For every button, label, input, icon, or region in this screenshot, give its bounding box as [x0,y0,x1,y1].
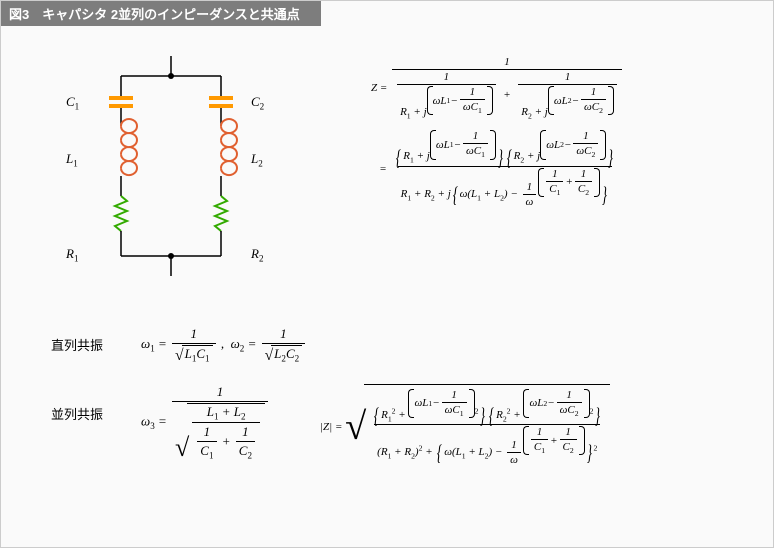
figure-title: 図3 キャパシタ 2並列のインピーダンスと共通点 [9,7,300,22]
label-r1: R1 [66,246,79,264]
figure-title-bar: 図3 キャパシタ 2並列のインピーダンスと共通点 [1,1,321,26]
circuit-svg [61,56,281,296]
label-r2: R2 [251,246,264,264]
figure-content: C1 C2 L1 L2 R1 R2 Z = 1 1 R1 + jωL1 − 1ω… [1,26,773,56]
resistor-r1 [115,196,127,231]
capacitor-c2 [209,98,233,106]
label-c2: C2 [251,94,264,112]
omega1-eq: ω1 = 1√L1C1 , ω2 = 1√L2C2 [141,326,307,364]
resonance-section: 直列共振 ω1 = 1√L1C1 , ω2 = 1√L2C2 並列共振 ω3 =… [51,326,731,490]
inductor-l1 [121,119,137,175]
eq-z-line2: = {R1 + jωL1 − 1ωC1}{R2 + jωL2 − 1ωC2} R… [371,130,751,208]
inductor-l2 [221,119,237,175]
impedance-equations: Z = 1 1 R1 + jωL1 − 1ωC1 + 1 R2 + jωL2 [371,56,751,214]
label-series: 直列共振 [51,335,141,354]
circuit-diagram: C1 C2 L1 L2 R1 R2 [61,56,281,300]
eq-z-line1: Z = 1 1 R1 + jωL1 − 1ωC1 + 1 R2 + jωL2 [371,56,751,120]
capacitor-c1 [109,98,133,106]
series-resonance-row: 直列共振 ω1 = 1√L1C1 , ω2 = 1√L2C2 [51,326,731,364]
resistor-r2 [215,196,227,231]
label-parallel: 並列共振 [51,384,141,423]
parallel-resonance-row: 並列共振 ω3 = 1 √ L1 + L2 1C1 + 1C2 [51,384,731,471]
mod-z-eq: |Z| = √ {R12 + ωL1 − 1ωC12}{R22 + ωL2 − … [320,384,610,471]
label-l2: L2 [251,151,263,169]
label-c1: C1 [66,94,79,112]
label-l1: L1 [66,151,78,169]
omega3-eq: ω3 = 1 √ L1 + L2 1C1 + 1C2 [141,384,270,461]
